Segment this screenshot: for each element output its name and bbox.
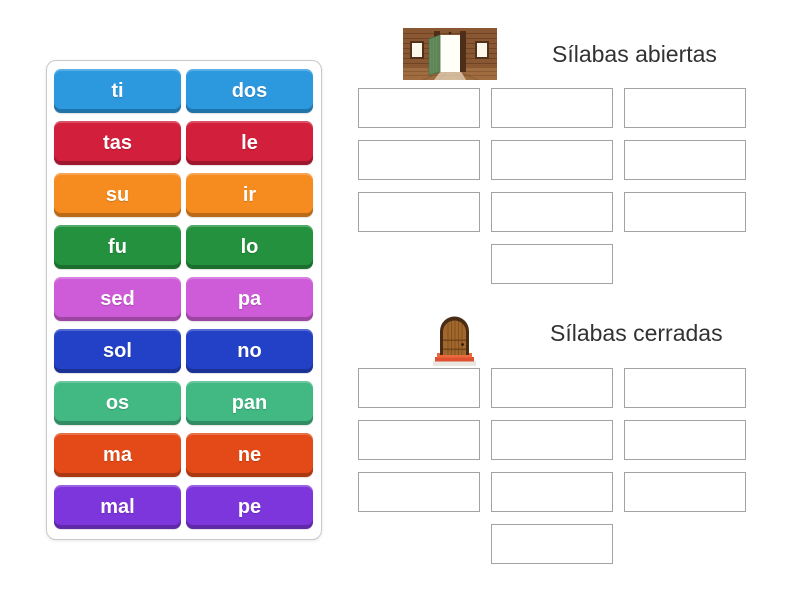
closed-door-image <box>432 312 477 367</box>
word-tile-lo[interactable]: lo <box>186 225 313 269</box>
empty-slot[interactable] <box>358 472 480 512</box>
empty-slot[interactable] <box>491 88 613 128</box>
group-closed-syllables-dropzone <box>358 368 746 564</box>
word-tile-ne[interactable]: ne <box>186 433 313 477</box>
empty-slot[interactable] <box>491 368 613 408</box>
empty-slot[interactable] <box>491 472 613 512</box>
empty-slot[interactable] <box>358 192 480 232</box>
word-tile-sed[interactable]: sed <box>54 277 181 321</box>
empty-slot[interactable] <box>491 192 613 232</box>
empty-slot[interactable] <box>491 524 613 564</box>
empty-slot[interactable] <box>624 88 746 128</box>
empty-slot[interactable] <box>358 420 480 460</box>
empty-slot[interactable] <box>491 140 613 180</box>
empty-slot[interactable] <box>624 420 746 460</box>
word-tile-su[interactable]: su <box>54 173 181 217</box>
word-tile-pa[interactable]: pa <box>186 277 313 321</box>
group-title-closed-syllables: Sílabas cerradas <box>550 320 723 346</box>
empty-slot[interactable] <box>624 368 746 408</box>
group-title-open-syllables: Sílabas abiertas <box>552 41 717 67</box>
word-tile-fu[interactable]: fu <box>54 225 181 269</box>
empty-slot[interactable] <box>358 140 480 180</box>
empty-slot[interactable] <box>491 244 613 284</box>
word-tile-tas[interactable]: tas <box>54 121 181 165</box>
word-tile-os[interactable]: os <box>54 381 181 425</box>
empty-slot[interactable] <box>491 420 613 460</box>
word-tile-no[interactable]: no <box>186 329 313 373</box>
word-tile-pan[interactable]: pan <box>186 381 313 425</box>
empty-slot[interactable] <box>624 192 746 232</box>
word-tile-ir[interactable]: ir <box>186 173 313 217</box>
empty-slot[interactable] <box>358 368 480 408</box>
word-tile-pe[interactable]: pe <box>186 485 313 529</box>
open-door-image <box>403 28 497 80</box>
word-tile-mal[interactable]: mal <box>54 485 181 529</box>
empty-slot[interactable] <box>624 472 746 512</box>
word-tile-ma[interactable]: ma <box>54 433 181 477</box>
empty-slot[interactable] <box>358 88 480 128</box>
word-tile-ti[interactable]: ti <box>54 69 181 113</box>
empty-slot[interactable] <box>624 140 746 180</box>
word-bank: ti dos tas le su ir fu lo sed pa sol no os pan ma ne mal… <box>46 60 322 540</box>
word-tile-le[interactable]: le <box>186 121 313 165</box>
word-tile-dos[interactable]: dos <box>186 69 313 113</box>
group-open-syllables-dropzone <box>358 88 746 284</box>
word-tile-sol[interactable]: sol <box>54 329 181 373</box>
